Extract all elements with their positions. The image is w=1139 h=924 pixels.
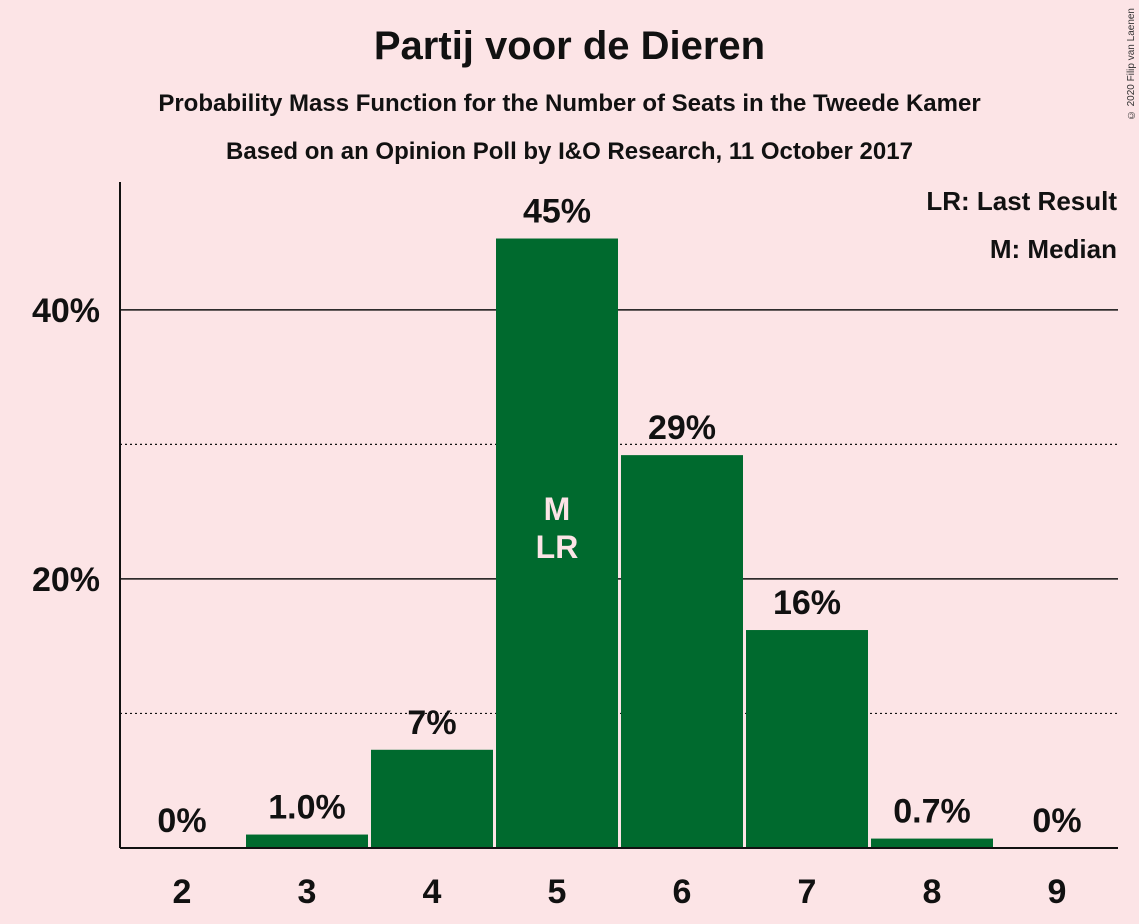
labels: 0% 1.0% 7% 45% 29% 16% 0.7% 0% MLR — [157, 193, 1081, 840]
data-label: 45% — [523, 193, 591, 231]
x-tick-label: 8 — [923, 873, 942, 911]
legend-entry: LR: Last Result — [926, 186, 1117, 216]
data-label: 0% — [1032, 802, 1081, 840]
x-tick-label: 5 — [548, 873, 567, 911]
bar-seat-6 — [621, 455, 743, 848]
data-label: 0% — [157, 802, 206, 840]
legend-entry: M: Median — [990, 234, 1117, 264]
chart-subtitle: Probability Mass Function for the Number… — [158, 90, 981, 117]
x-tick-label: 6 — [673, 873, 692, 911]
data-label: 16% — [773, 584, 841, 622]
axes: 20% 40% 2 3 4 5 6 7 8 9 — [32, 182, 1118, 911]
x-tick-label: 3 — [298, 873, 317, 911]
bar-seat-3 — [246, 834, 368, 848]
y-tick-label: 20% — [32, 561, 100, 599]
bar-seat-7 — [746, 630, 868, 848]
x-tick-label: 9 — [1048, 873, 1067, 911]
x-tick-label: 4 — [423, 873, 442, 911]
data-label: 7% — [407, 704, 456, 742]
data-label: 1.0% — [268, 789, 346, 827]
bar-seat-5 — [496, 238, 618, 848]
x-tick-label: 2 — [173, 873, 192, 911]
data-label: 29% — [648, 409, 716, 447]
bar-seat-4 — [371, 749, 493, 848]
bar-annotation-m: M — [544, 491, 571, 527]
legend: LR: Last Result M: Median — [926, 186, 1117, 264]
bars — [246, 238, 993, 848]
bar-annotation-lr: LR — [536, 529, 579, 565]
chart-source-subtitle: Based on an Opinion Poll by I&O Research… — [226, 138, 913, 165]
y-tick-label: 40% — [32, 292, 100, 330]
bar-seat-8 — [871, 838, 993, 848]
chart-title: Partij voor de Dieren — [373, 24, 766, 68]
gridlines — [120, 309, 1118, 715]
data-label: 0.7% — [893, 793, 971, 831]
x-tick-label: 7 — [798, 873, 817, 911]
